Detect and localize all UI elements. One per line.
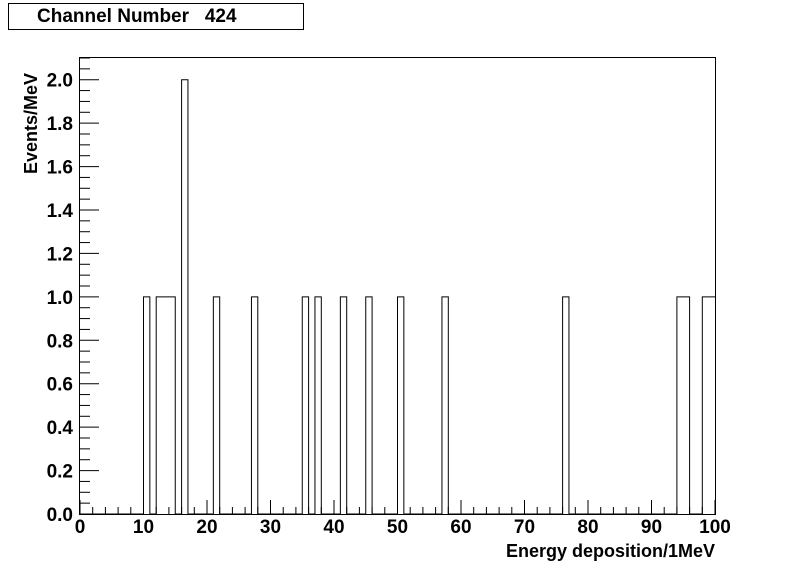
y-axis-title: Events/MeV [21,73,41,174]
histogram-bar [366,297,372,514]
histogram-bar [709,297,715,514]
histogram-bar [315,297,321,514]
histogram-bar [182,80,188,514]
histogram-outline [80,79,715,515]
y-tick-label: 1.4 [47,201,74,222]
x-axis-title: Energy deposition/1MeV [506,541,715,561]
histogram-bar [442,297,448,514]
x-tick-label: 20 [196,517,217,538]
y-tick-label: 1.0 [47,288,73,309]
histogram-bar [156,297,162,514]
x-tick-label: 40 [323,517,344,538]
histogram-bar [169,297,175,514]
x-tick-label: 60 [450,517,471,538]
histogram-bar [251,297,257,514]
y-tick-label: 0.0 [47,505,73,526]
histogram-bar [398,297,404,514]
histogram-bar [213,297,219,514]
x-tick-label: 70 [514,517,535,538]
x-tick-label: 100 [699,517,731,538]
y-tick-label: 0.8 [47,331,73,352]
histogram-bars [80,79,715,515]
y-tick-label: 1.6 [47,158,73,179]
histogram-bar [563,297,569,514]
y-tick-label: 1.2 [47,244,73,265]
x-axis: 0 10 20 30 40 50 60 70 80 90 100 [75,500,731,538]
chart-title: Channel Number 424 [37,5,237,27]
x-tick-label: 30 [260,517,281,538]
histogram-bar [702,297,708,514]
y-tick-label: 1.8 [47,114,73,135]
y-tick-label: 0.4 [47,418,74,439]
histogram-bar [683,297,689,514]
chart-title-box: Channel Number 424 [8,3,304,30]
y-axis: 0.0 0.2 0.4 0.6 0.8 1.0 1.2 1.4 1.6 1.8 2.0 [47,57,99,526]
x-tick-label: 0 [75,517,86,538]
histogram-bar [340,297,346,514]
x-tick-label: 50 [387,517,408,538]
x-tick-label: 80 [577,517,598,538]
histogram-bar [302,297,308,514]
histogram-bar [163,297,169,514]
y-tick-label: 0.2 [47,462,73,483]
histogram-bar [677,297,683,514]
x-tick-label: 90 [641,517,662,538]
plot-frame [79,57,716,515]
histogram-bar [144,297,150,514]
y-tick-label: 0.6 [47,375,73,396]
x-tick-label: 10 [133,517,154,538]
y-tick-label: 2.0 [47,71,73,92]
